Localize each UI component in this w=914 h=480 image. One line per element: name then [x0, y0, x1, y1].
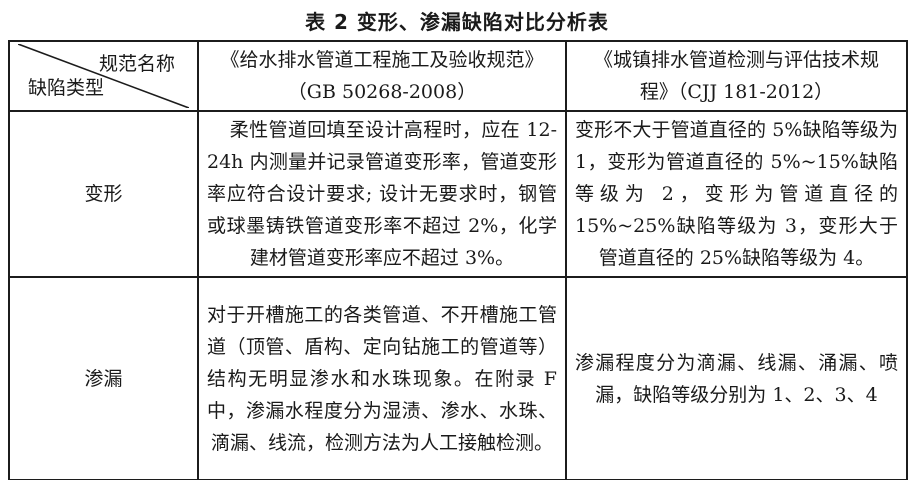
defect-type-cell: 渗漏 — [8, 276, 199, 480]
column-header-gb50268: 《给水排水管道工程施工及验收规范》（GB 50268-2008） — [197, 40, 567, 112]
cjj181-leakage-cell: 渗漏程度分为滴漏、线漏、涌漏、喷漏，缺陷等级分别为 1、2、3、4 — [565, 276, 908, 480]
defect-type-cell: 变形 — [8, 110, 199, 278]
header-row: 规范名称 缺陷类型 《给水排水管道工程施工及验收规范》（GB 50268-200… — [8, 40, 908, 112]
table-row-leakage: 渗漏 对于开槽施工的各类管道、不开槽施工管道（顶管、盾构、定向钻施工的管道等）结… — [8, 276, 908, 480]
diagonal-header-cell: 规范名称 缺陷类型 — [8, 40, 199, 112]
table-caption: 表 2 变形、渗漏缺陷对比分析表 — [305, 10, 609, 34]
corner-label-defect-type: 缺陷类型 — [28, 77, 105, 99]
corner-label-spec-name: 规范名称 — [98, 53, 175, 75]
gb50268-deformation-cell: 柔性管道回填至设计高程时，应在 12-24h 内测量并记录管道变形率，管道变形率… — [197, 110, 567, 278]
gb50268-leakage-cell: 对于开槽施工的各类管道、不开槽施工管道（顶管、盾构、定向钻施工的管道等）结构无明… — [197, 276, 567, 480]
diagonal-divider-line — [18, 44, 189, 108]
column-header-cjj181: 《城镇排水管道检测与评估技术规程》（CJJ 181-2012） — [565, 40, 908, 112]
cjj181-deformation-cell: 变形不大于管道直径的 5%缺陷等级为 1，变形为管道直径的 5%~15%缺陷等级… — [565, 110, 908, 278]
comparison-table: 规范名称 缺陷类型 《给水排水管道工程施工及验收规范》（GB 50268-200… — [8, 40, 908, 480]
table-row-deformation: 变形 柔性管道回填至设计高程时，应在 12-24h 内测量并记录管道变形率，管道… — [8, 110, 908, 278]
